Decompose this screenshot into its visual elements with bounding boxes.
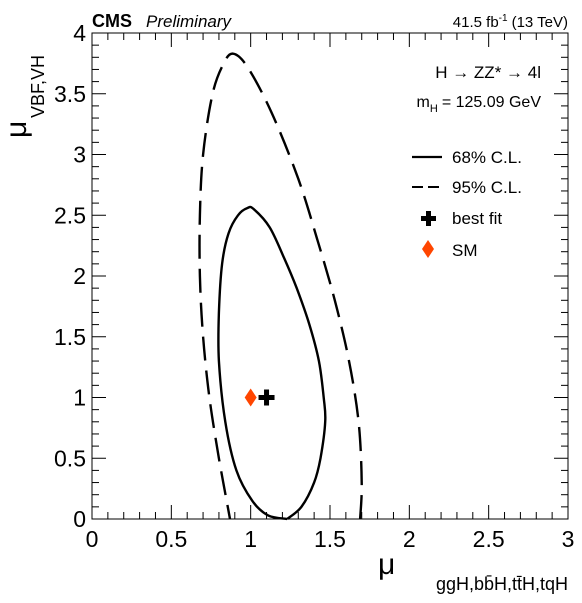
- y-axis-title: μ: [0, 121, 33, 138]
- x-tick-label: 2: [403, 526, 416, 552]
- legend: 68% C.L. 95% C.L. best fit SM: [412, 148, 522, 260]
- y-tick-label: 3.5: [54, 81, 86, 107]
- y-tick-label: 4: [73, 20, 86, 46]
- x-tick-label: 0: [86, 526, 99, 552]
- x-tick-label: 2.5: [473, 526, 505, 552]
- y-axis: 0 0.5 1 1.5 2 2.5 3 3.5 4: [54, 20, 568, 532]
- contour-95: [198, 52, 363, 520]
- legend-sm-marker: [422, 240, 434, 258]
- x-tick-label: 1: [244, 526, 257, 552]
- x-axis-title: μ: [378, 548, 395, 581]
- mass-label: mH = 125.09 GeV: [417, 94, 542, 115]
- process-label: H → ZZ* → 4l: [435, 63, 541, 82]
- experiment-label: CMS: [92, 11, 132, 31]
- x-axis-subscript: ggH,bb̄H,tt̄H,tqH: [436, 574, 568, 594]
- y-tick-label: 2.5: [54, 202, 86, 228]
- legend-bestfit-label: best fit: [452, 209, 502, 228]
- y-tick-label: 2: [73, 263, 86, 289]
- x-axis: 0 0.5 1 1.5 2 2.5 3: [86, 33, 575, 552]
- y-axis-subscript: VBF,VH: [28, 55, 48, 118]
- status-label: Preliminary: [146, 12, 233, 31]
- y-tick-label: 1: [73, 385, 86, 411]
- y-tick-label: 0.5: [54, 445, 86, 471]
- best-fit-point: [258, 389, 275, 406]
- legend-95-label: 95% C.L.: [452, 178, 522, 197]
- x-tick-label: 1.5: [314, 526, 346, 552]
- y-tick-label: 1.5: [54, 324, 86, 350]
- sm-point: [244, 388, 257, 407]
- y-tick-label: 3: [73, 142, 86, 168]
- lumi-label: 41.5 fb-1 (13 TeV): [453, 13, 568, 31]
- legend-68-label: 68% C.L.: [452, 148, 522, 167]
- x-tick-label: 0.5: [155, 526, 187, 552]
- legend-bestfit-marker: [421, 211, 436, 226]
- contour-68: [217, 205, 327, 521]
- legend-sm-label: SM: [452, 241, 478, 260]
- y-tick-label: 0: [73, 506, 86, 532]
- x-tick-label: 3: [562, 526, 575, 552]
